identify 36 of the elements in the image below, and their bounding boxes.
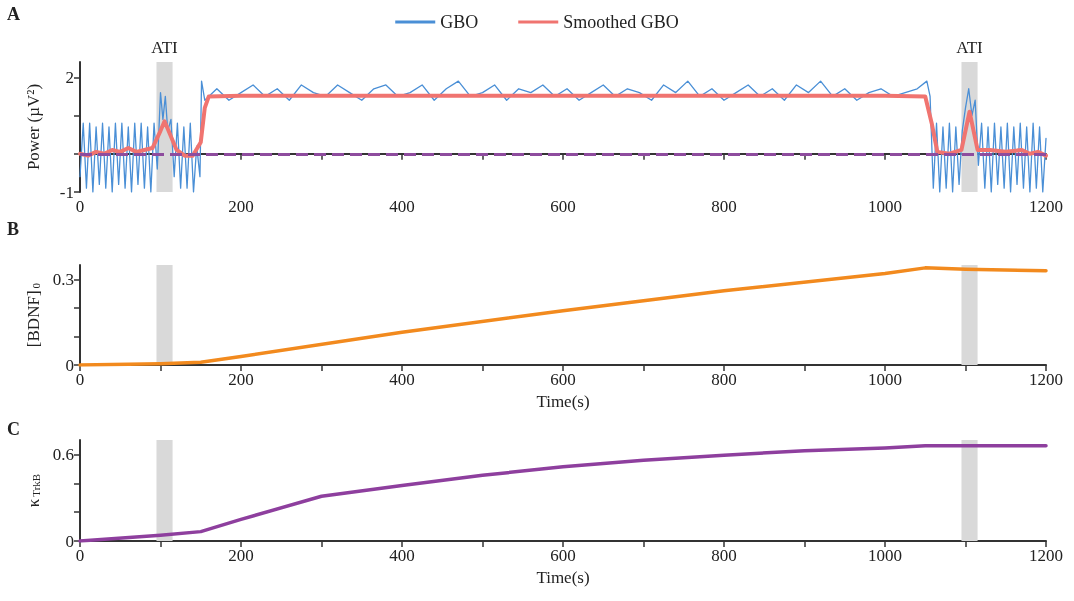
legend-label: Smoothed GBO [563,12,679,32]
x-tick-label: 800 [711,546,737,565]
x-tick-label: 200 [228,546,254,565]
x-tick-label: 800 [711,197,737,216]
chart-title: B [7,219,20,239]
y-tick-label: 0.6 [52,444,74,464]
y-axis-title: Power (µV²) [24,83,43,171]
y-tick-label: 0 [65,531,74,551]
y-tick-label: -1 [59,182,74,202]
x-tick-label: 400 [389,370,415,390]
y-tick-label: 2 [65,67,74,87]
x-tick-label: 1200 [1029,197,1063,216]
x-tick-label: 600 [550,197,576,216]
x-tick-label: 1000 [868,370,902,390]
x-tick-label: 400 [389,197,415,216]
x-tick-label: 200 [228,370,254,390]
legend-label: GBO [440,12,479,32]
band-label: ATI [151,38,179,57]
x-tick-label: 1200 [1029,546,1063,565]
y-tick-label: 0.3 [52,269,74,289]
x-axis-title: Time(s) [536,392,590,411]
y-axis-title: κTrkB [23,473,43,508]
x-tick-label: 1000 [868,197,902,216]
x-tick-label: 200 [228,197,254,216]
x-tick-label: 600 [550,370,576,390]
chart-title: C [7,419,20,439]
y-tick-label: 0 [65,355,74,375]
y-axis-title: [BDNF]0 [23,282,43,348]
x-tick-label: 1000 [868,546,902,565]
chart-title: A [7,4,20,24]
x-tick-label: 400 [389,546,415,565]
x-axis-title: Time(s) [536,567,590,587]
x-tick-label: 800 [711,370,737,390]
x-tick-label: 1200 [1029,370,1063,390]
band-label: ATI [956,38,984,57]
x-tick-label: 600 [550,546,576,565]
